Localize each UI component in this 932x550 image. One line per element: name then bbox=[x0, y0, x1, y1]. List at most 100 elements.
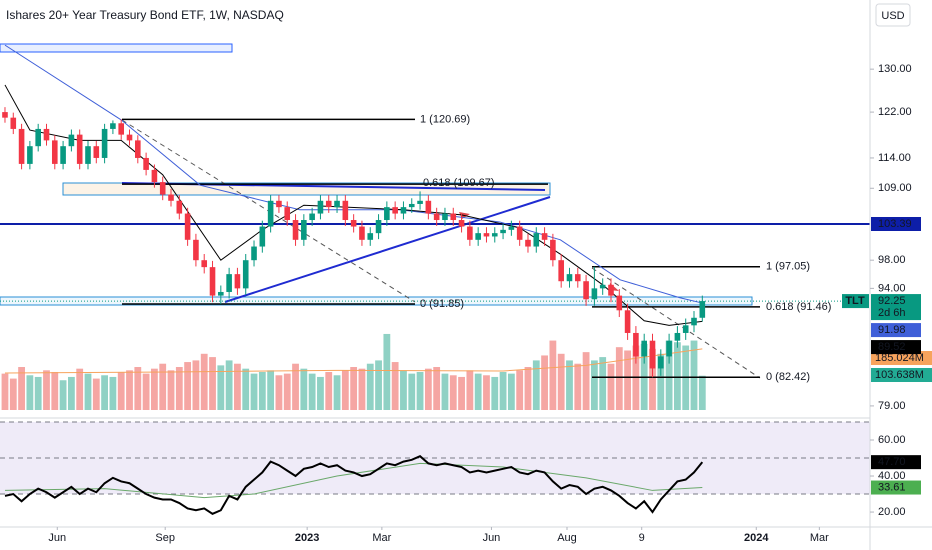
candle-body bbox=[135, 140, 141, 158]
symbol-tag-bg bbox=[842, 294, 869, 309]
volume-bar bbox=[225, 360, 233, 410]
axis-layer: 185.024M 103.638M 60.00 40.00 20.00 47.70 33.6… bbox=[48, 63, 932, 544]
ma-tag: 91.98 bbox=[878, 324, 906, 336]
candle-body bbox=[682, 325, 689, 333]
candle-body bbox=[51, 140, 58, 164]
candle-body bbox=[516, 226, 523, 240]
volume-bar bbox=[109, 376, 117, 410]
y-tick-label: 98.00 bbox=[878, 254, 906, 266]
candle-body bbox=[226, 274, 232, 292]
candle-body bbox=[533, 233, 540, 247]
volume-bar bbox=[9, 378, 17, 410]
candle-body bbox=[259, 226, 266, 247]
ma-tag: 89.52 bbox=[878, 341, 906, 353]
volume-bar bbox=[582, 352, 590, 410]
volume-bar bbox=[449, 375, 457, 410]
volume-ma-tag-bg bbox=[871, 351, 932, 365]
candle-body bbox=[159, 182, 166, 195]
volume-bar bbox=[341, 370, 349, 410]
volume-bar bbox=[209, 357, 216, 410]
candle-body bbox=[218, 291, 224, 296]
volume-bar bbox=[126, 370, 133, 410]
volume-layer bbox=[1, 333, 706, 410]
drawn-rectangle bbox=[62, 182, 551, 196]
candle-body bbox=[176, 200, 183, 214]
rsi-tick-label: 20.00 bbox=[878, 506, 906, 518]
candle-body bbox=[674, 332, 681, 341]
volume-bar bbox=[516, 370, 524, 410]
candle-body bbox=[151, 169, 158, 183]
volume-bar bbox=[557, 353, 565, 410]
fib-label: 0 (82.42) bbox=[766, 371, 810, 383]
volume-bar bbox=[375, 360, 382, 410]
candle-body bbox=[442, 213, 448, 221]
volume-bar bbox=[458, 376, 465, 410]
candle-body bbox=[85, 146, 91, 164]
volume-bar bbox=[167, 370, 175, 410]
currency-label[interactable]: USD bbox=[881, 10, 904, 22]
volume-bar bbox=[317, 376, 324, 410]
y-tick-label: 109.00 bbox=[878, 182, 912, 194]
volume-bar bbox=[441, 373, 449, 410]
volume-bar bbox=[590, 360, 598, 410]
volume-bar bbox=[67, 376, 75, 410]
price-layer: 1 (120.69) 0.618 (109.67) 0 (91.85) 1 (97.0… bbox=[0, 44, 870, 383]
candle-body bbox=[566, 274, 573, 282]
y-tick-label: 114.00 bbox=[878, 152, 911, 164]
volume-bar bbox=[532, 360, 540, 410]
candle-body bbox=[417, 200, 423, 204]
volume-bar bbox=[275, 375, 283, 410]
candle-body bbox=[508, 226, 515, 230]
volume-bar bbox=[325, 371, 333, 410]
chart-title: Ishares 20+ Year Treasury Bond ETF, 1W, … bbox=[6, 8, 284, 22]
trend-line bbox=[224, 196, 551, 303]
rsi-tick-label: 60.00 bbox=[878, 434, 906, 446]
candle-body bbox=[574, 274, 581, 282]
candle-body bbox=[43, 128, 50, 141]
x-tick-label: 2024 bbox=[744, 532, 769, 544]
candle-body bbox=[284, 207, 291, 221]
volume-bar bbox=[250, 373, 258, 410]
candle-body bbox=[93, 146, 100, 158]
y-tick-label: 94.00 bbox=[878, 282, 906, 294]
candle-body bbox=[699, 301, 706, 318]
volume-bar bbox=[217, 365, 225, 410]
candle-body bbox=[276, 200, 282, 208]
x-tick-label: 9 bbox=[639, 532, 645, 544]
dashed-line bbox=[591, 267, 761, 379]
candle-body bbox=[392, 207, 398, 214]
volume-bar bbox=[350, 367, 358, 410]
volume-bar bbox=[51, 371, 59, 410]
candle-body bbox=[467, 226, 473, 240]
candle-body bbox=[616, 295, 623, 311]
moving-average bbox=[4, 44, 703, 304]
volume-bar bbox=[366, 363, 374, 410]
volume-bar bbox=[599, 357, 607, 410]
candle-body bbox=[10, 117, 17, 129]
candle-body bbox=[2, 112, 8, 118]
candle-body bbox=[209, 267, 216, 296]
volume-bar bbox=[34, 376, 42, 410]
candle-body bbox=[193, 239, 199, 261]
candle-body bbox=[18, 128, 25, 164]
candle-body bbox=[350, 220, 357, 227]
volume-bar bbox=[192, 360, 200, 410]
volume-bar bbox=[234, 363, 241, 410]
volume-bar bbox=[59, 380, 67, 410]
volume-bar bbox=[283, 373, 291, 410]
fib-label: 0 (91.85) bbox=[420, 298, 464, 310]
volume-bar bbox=[615, 347, 623, 410]
candle-body bbox=[541, 233, 548, 240]
candle-body bbox=[251, 246, 257, 261]
volume-bar bbox=[184, 362, 192, 410]
last-price: 92.25 bbox=[878, 295, 906, 307]
candle-body bbox=[35, 128, 41, 147]
currency-button[interactable] bbox=[875, 3, 911, 27]
x-tick-label: Mar bbox=[372, 532, 391, 544]
rsi-tag-bg bbox=[871, 455, 921, 470]
volume-bar bbox=[416, 371, 424, 410]
candle-body bbox=[234, 274, 241, 289]
volume-bar bbox=[151, 368, 158, 410]
ma-tag-bg bbox=[871, 323, 921, 338]
